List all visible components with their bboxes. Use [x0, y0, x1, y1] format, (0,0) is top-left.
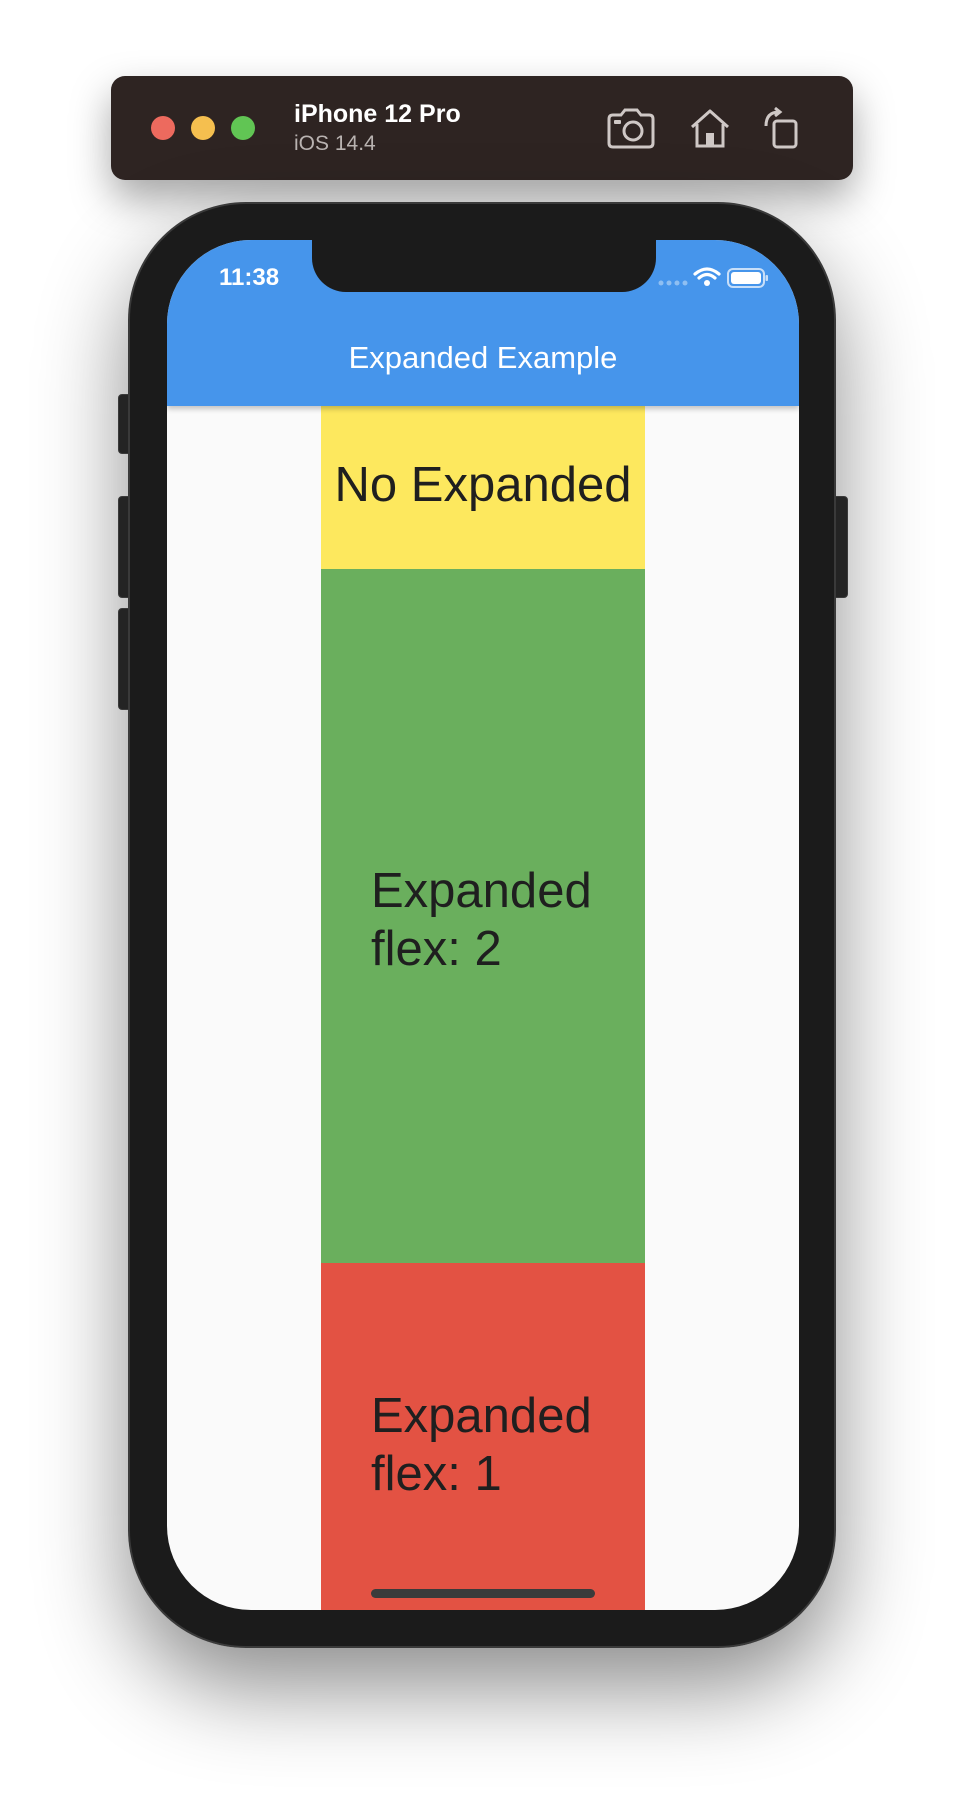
app-bar-title: Expanded Example: [348, 340, 618, 375]
phone-screen: 11:38: [167, 240, 799, 1610]
zoom-window-button[interactable]: [231, 116, 255, 140]
expanded-flex-2-label: Expanded flex: 2: [371, 862, 641, 978]
simulator-toolbar: iPhone 12 Pro iOS 14.4: [111, 76, 853, 180]
notch: [312, 240, 656, 292]
expanded-flex-1-block: Expanded flex: 1: [321, 1263, 645, 1610]
power-button: [834, 496, 848, 598]
close-window-button[interactable]: [151, 116, 175, 140]
device-os-version: iOS 14.4: [294, 132, 376, 155]
expanded-flex-1-label: Expanded flex: 1: [371, 1387, 641, 1503]
status-time: 11:38: [219, 264, 280, 291]
status-icons: [657, 266, 769, 290]
expanded-flex-2-block: Expanded flex: 2: [321, 569, 645, 1263]
signal-icon: [658, 280, 688, 286]
home-icon[interactable]: [686, 106, 734, 150]
expanded-flex-1-line2: flex: 1: [371, 1447, 502, 1501]
column-content: No Expanded Expanded flex: 2 Expanded fl…: [321, 406, 645, 1610]
device-name: iPhone 12 Pro: [294, 100, 461, 128]
expanded-flex-2-line2: flex: 2: [371, 922, 502, 976]
no-expanded-label: No Expanded: [334, 458, 632, 512]
no-expanded-block: No Expanded: [321, 406, 645, 569]
expanded-flex-1-line1: Expanded: [371, 1389, 592, 1443]
home-indicator[interactable]: [371, 1589, 595, 1598]
minimize-window-button[interactable]: [191, 116, 215, 140]
screenshot-icon[interactable]: [607, 106, 655, 150]
battery-icon: [727, 268, 768, 288]
wifi-icon: [693, 267, 721, 286]
expanded-flex-2-line1: Expanded: [371, 864, 592, 918]
rotate-icon[interactable]: [759, 106, 807, 150]
